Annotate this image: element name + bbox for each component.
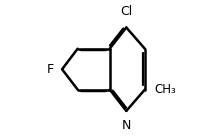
Text: CH₃: CH₃: [154, 83, 176, 96]
Text: N: N: [122, 119, 131, 132]
Text: F: F: [47, 63, 54, 76]
Text: Cl: Cl: [120, 5, 132, 18]
